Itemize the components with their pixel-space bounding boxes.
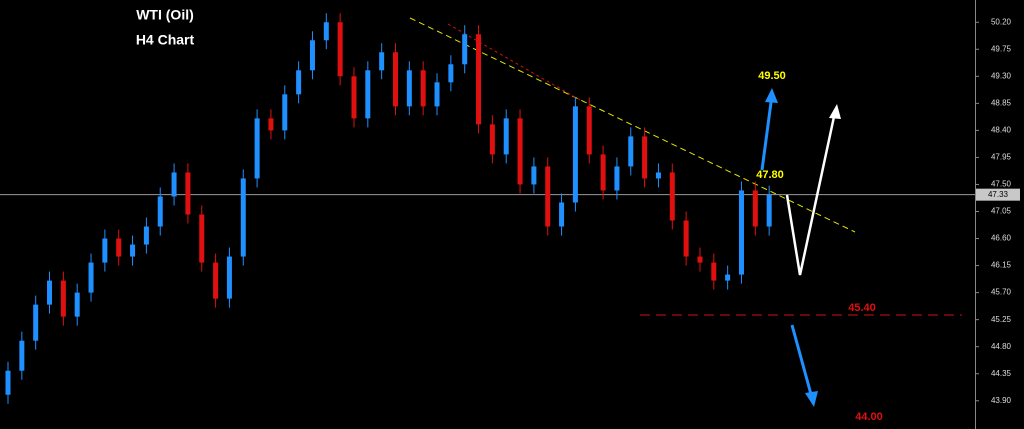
candle-body bbox=[752, 190, 758, 227]
annotation: 45.40 bbox=[848, 302, 876, 314]
candle-body bbox=[697, 256, 703, 263]
candle-body bbox=[19, 340, 25, 371]
candle-body bbox=[420, 70, 426, 107]
candle-body bbox=[669, 172, 675, 221]
candle-body bbox=[559, 202, 565, 227]
candle-body bbox=[725, 274, 731, 281]
candle-body bbox=[642, 136, 648, 179]
candle-body bbox=[462, 34, 468, 65]
candle-body bbox=[226, 256, 232, 299]
candle-body bbox=[296, 70, 302, 95]
y-tick-label: 43.90 bbox=[991, 396, 1012, 405]
trend-line bbox=[409, 17, 856, 233]
arrow-head bbox=[765, 88, 778, 103]
last-price-label: 47.33 bbox=[988, 190, 1009, 199]
channel-line bbox=[447, 23, 581, 101]
y-tick-label: 49.75 bbox=[991, 44, 1012, 53]
chart-title: WTI (Oil) bbox=[136, 7, 194, 23]
y-tick-label: 48.85 bbox=[991, 98, 1012, 107]
candle-body bbox=[365, 70, 371, 119]
candle-body bbox=[143, 226, 149, 245]
arrow-up bbox=[760, 94, 774, 171]
candle-body bbox=[517, 118, 523, 185]
candle-body bbox=[351, 76, 357, 119]
candle-body bbox=[545, 166, 551, 227]
last-price-box bbox=[976, 188, 1020, 201]
candle-body bbox=[282, 94, 288, 131]
candle-body bbox=[88, 262, 94, 293]
candle-body bbox=[185, 172, 191, 215]
candle-body bbox=[337, 22, 343, 77]
arrow-head bbox=[805, 391, 818, 407]
y-tick-label: 45.25 bbox=[991, 315, 1012, 324]
chart-subtitle: H4 Chart bbox=[136, 32, 195, 48]
candle-body bbox=[655, 172, 661, 179]
candle-body bbox=[254, 118, 260, 179]
candle-body bbox=[199, 214, 205, 263]
candle-body bbox=[309, 40, 315, 71]
candle-body bbox=[448, 64, 454, 83]
candle-body bbox=[434, 82, 440, 107]
candle-body bbox=[171, 172, 177, 197]
y-tick-label: 46.15 bbox=[991, 261, 1012, 270]
candle-body bbox=[157, 196, 163, 227]
candle-body bbox=[503, 118, 509, 155]
candle-body bbox=[240, 178, 246, 257]
candle-body bbox=[711, 262, 717, 281]
candle-body bbox=[74, 292, 80, 317]
annotation: 44.00 bbox=[855, 411, 883, 423]
annotation: 47.80 bbox=[756, 169, 784, 181]
y-tick-label: 46.60 bbox=[991, 234, 1012, 243]
candle-body bbox=[323, 22, 329, 41]
candle-body bbox=[406, 70, 412, 107]
y-tick-label: 45.70 bbox=[991, 288, 1012, 297]
arrow-head bbox=[829, 104, 841, 119]
scenario-path bbox=[785, 111, 837, 276]
candle-body bbox=[586, 106, 592, 155]
y-tick-label: 44.35 bbox=[991, 369, 1012, 378]
candle-body bbox=[766, 194, 772, 227]
y-tick-label: 47.05 bbox=[991, 207, 1012, 216]
candle-body bbox=[130, 244, 136, 257]
candle-body bbox=[5, 370, 11, 395]
candle-body bbox=[572, 106, 578, 203]
candle-body bbox=[476, 34, 482, 125]
y-tick-label: 49.30 bbox=[991, 71, 1012, 80]
candle-body bbox=[489, 124, 495, 155]
candle-body bbox=[683, 220, 689, 257]
annotation: 49.50 bbox=[758, 70, 786, 82]
arrow-down bbox=[790, 324, 814, 399]
candle-body bbox=[116, 238, 122, 257]
candle-body bbox=[600, 154, 606, 191]
y-tick-label: 47.95 bbox=[991, 153, 1012, 162]
candle-body bbox=[213, 262, 219, 299]
candle-body bbox=[102, 238, 108, 263]
y-tick-label: 44.80 bbox=[991, 342, 1012, 351]
candle-body bbox=[33, 304, 39, 341]
y-tick-label: 47.50 bbox=[991, 180, 1012, 189]
y-tick-label: 48.40 bbox=[991, 125, 1012, 134]
candle-body bbox=[614, 166, 620, 191]
candle-body bbox=[379, 52, 385, 71]
arrows bbox=[760, 88, 841, 407]
candle-body bbox=[47, 280, 53, 305]
candle-body bbox=[738, 190, 744, 275]
candle-body bbox=[60, 280, 66, 317]
candle-body bbox=[531, 166, 537, 185]
candle-body bbox=[393, 52, 398, 107]
candle-body bbox=[268, 118, 274, 131]
candle-body bbox=[628, 136, 634, 167]
y-tick-label: 50.20 bbox=[991, 17, 1012, 26]
